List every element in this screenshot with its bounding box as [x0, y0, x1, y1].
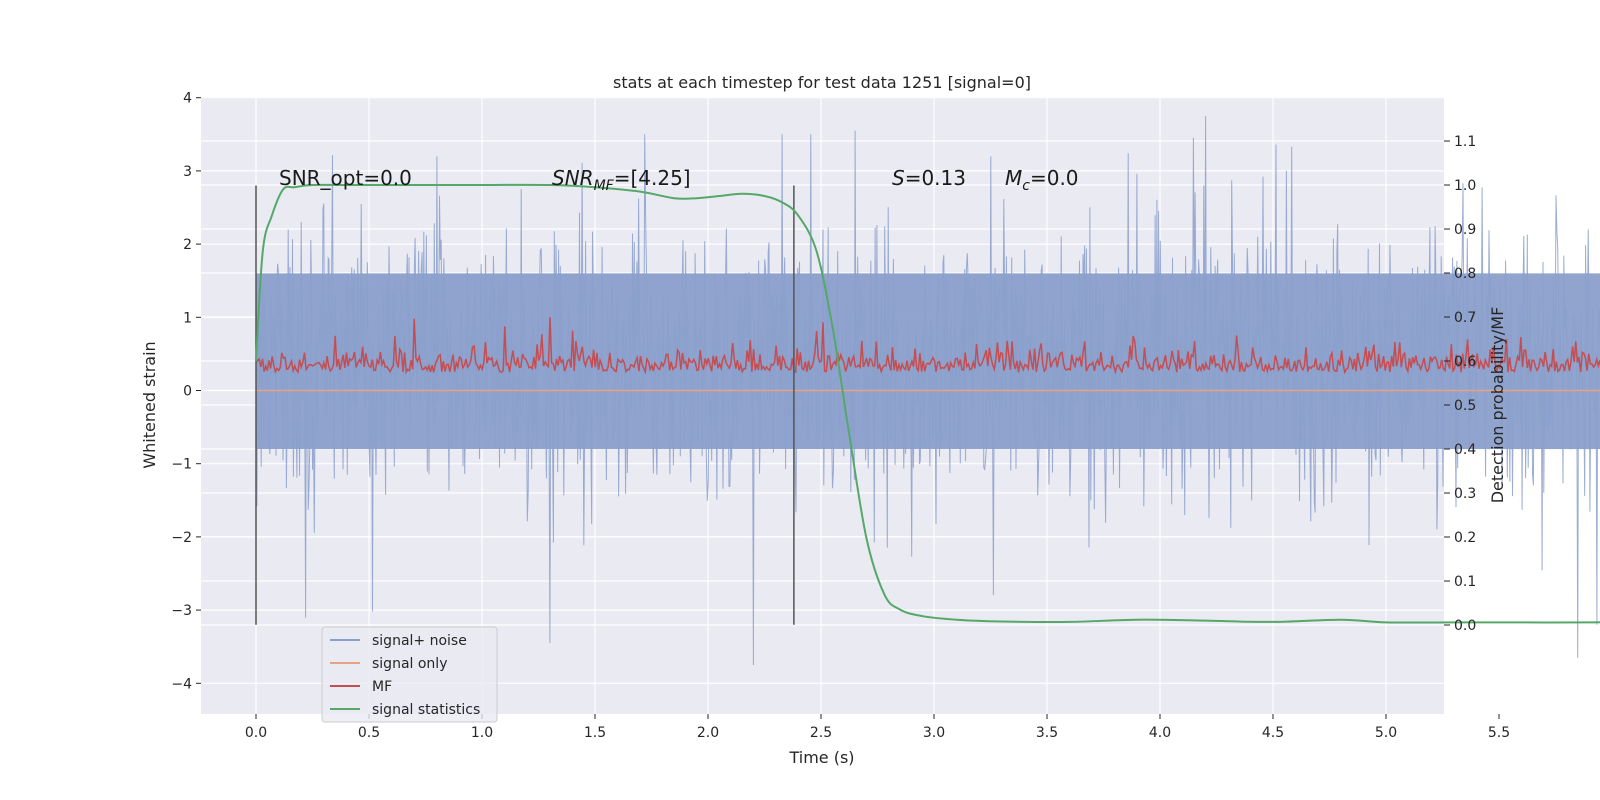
y-tick-label-left: −4	[171, 676, 192, 692]
x-tick-label: 4.5	[1262, 725, 1284, 741]
y-tick-label-left: −2	[171, 530, 192, 546]
snr-mf-base: SNR	[552, 166, 594, 190]
x-tick-label: 1.5	[584, 725, 606, 741]
legend-label-signal-only: signal only	[372, 656, 447, 672]
x-axis-label: Time (s)	[788, 748, 854, 767]
x-tick-label: 2.0	[697, 725, 719, 741]
signal-noise-core-band	[256, 273, 1600, 450]
mc-sub: c	[1022, 178, 1030, 194]
x-tick-label: 5.5	[1488, 725, 1510, 741]
mc-base: M	[1005, 166, 1022, 190]
legend-label-mf: MF	[372, 679, 392, 695]
y-tick-label-left: 4	[183, 91, 192, 107]
snr-mf-sub: MF	[594, 178, 615, 194]
y-tick-label-right: 0.2	[1454, 530, 1476, 546]
y-tick-label-right: 0.1	[1454, 574, 1476, 590]
mf-series	[255, 317, 1600, 375]
y-tick-label-right: 1.1	[1454, 134, 1476, 150]
vertical-markers	[255, 185, 795, 625]
y-tick-label-left: 3	[183, 164, 192, 180]
y-tick-label-right: 0.4	[1454, 442, 1476, 458]
annotation-s: S=0.13	[892, 166, 966, 190]
s-value: =0.13	[905, 166, 966, 190]
x-tick-label: 0.0	[245, 725, 267, 741]
chart-title: stats at each timestep for test data 125…	[613, 73, 1031, 92]
y-axis-label-right: Detection probability/MF	[1488, 307, 1507, 504]
legend-box	[321, 626, 498, 723]
signal-statistics-series	[255, 183, 1600, 624]
y-axis-label-left: Whitened strain	[140, 341, 159, 468]
y-tick-label-left: −3	[171, 603, 192, 619]
annotation-snr-mf: SNRMF=[4.25]	[552, 166, 691, 194]
y-tick-label-right: 0.6	[1454, 354, 1476, 370]
annotation-mc: Mc=0.0	[1005, 166, 1079, 194]
mc-value: =0.0	[1030, 166, 1079, 190]
y-tick-label-right: 0.5	[1454, 398, 1476, 414]
y-tick-label-right: 0.3	[1454, 486, 1476, 502]
y-tick-label-left: 0	[183, 384, 192, 400]
y-tick-label-right: 1.0	[1454, 178, 1476, 194]
signal-noise-series	[255, 115, 1600, 666]
y-ticks-right: 1.1 1.0 0.9 0.8 0.7 0.6 0.5 0.4 0.3 0.2 0.1 0.0	[1444, 134, 1476, 634]
y-tick-label-right: 0.7	[1454, 310, 1476, 326]
x-tick-label: 3.0	[923, 725, 945, 741]
x-tick-label: 1.0	[471, 725, 493, 741]
y-ticks-left: 4 3 2 1 0 −1 −2 −3 −4	[171, 91, 201, 692]
x-tick-label: 4.0	[1149, 725, 1171, 741]
snr-mf-value: =[4.25]	[614, 166, 691, 190]
legend-label-signal-statistics: signal statistics	[372, 702, 480, 718]
y-tick-label-left: 1	[183, 310, 192, 326]
x-tick-label: 3.5	[1036, 725, 1058, 741]
x-tick-label: 0.5	[358, 725, 380, 741]
x-ticks: 0.00.51.01.52.02.53.03.54.04.55.05.56.06…	[245, 714, 1510, 741]
y-tick-label-right: 0.9	[1454, 222, 1476, 238]
y-tick-label-right: 0.0	[1454, 618, 1476, 634]
s-label: S	[892, 166, 905, 190]
x-tick-label: 2.5	[810, 725, 832, 741]
annotation-snr-opt: SNR_opt=0.0	[279, 166, 412, 190]
legend: signal+ noise signal only MF signal stat…	[321, 626, 498, 723]
y-tick-label-left: 2	[183, 237, 192, 253]
y-tick-label-right: 0.8	[1454, 266, 1476, 282]
legend-label-signal-noise: signal+ noise	[372, 633, 467, 649]
x-tick-label: 5.0	[1375, 725, 1397, 741]
mf-line	[255, 317, 1600, 375]
signal-statistics-line	[255, 183, 1600, 624]
y-tick-label-left: −1	[171, 457, 192, 473]
